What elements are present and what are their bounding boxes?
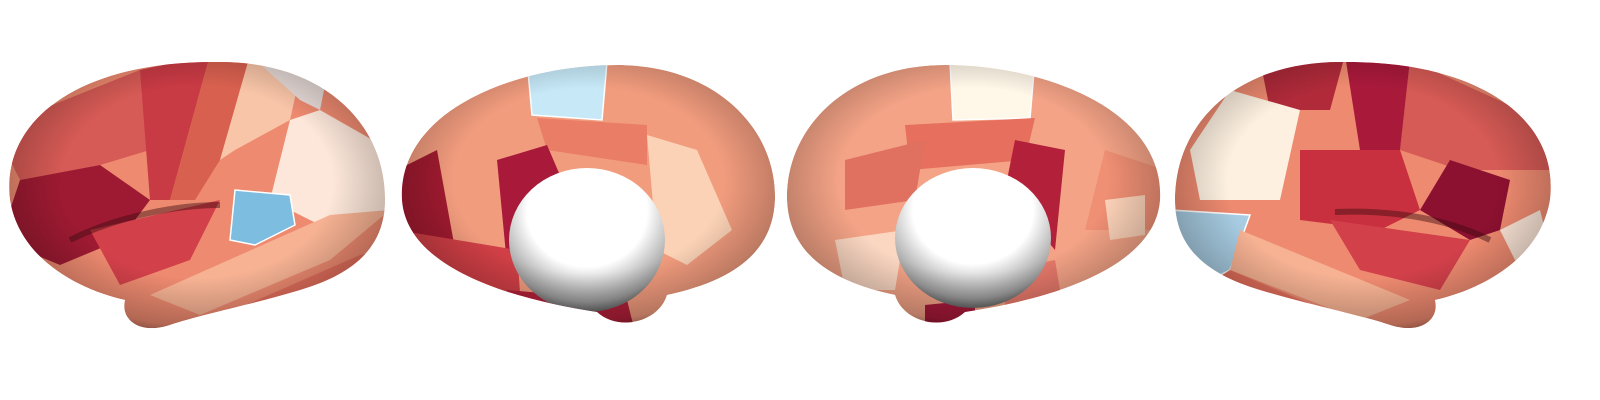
brain-right-medial	[786, 65, 1161, 323]
brain-left-medial	[401, 65, 776, 323]
brain-left-lateral	[9, 61, 386, 329]
brain-right-lateral	[1174, 61, 1551, 329]
